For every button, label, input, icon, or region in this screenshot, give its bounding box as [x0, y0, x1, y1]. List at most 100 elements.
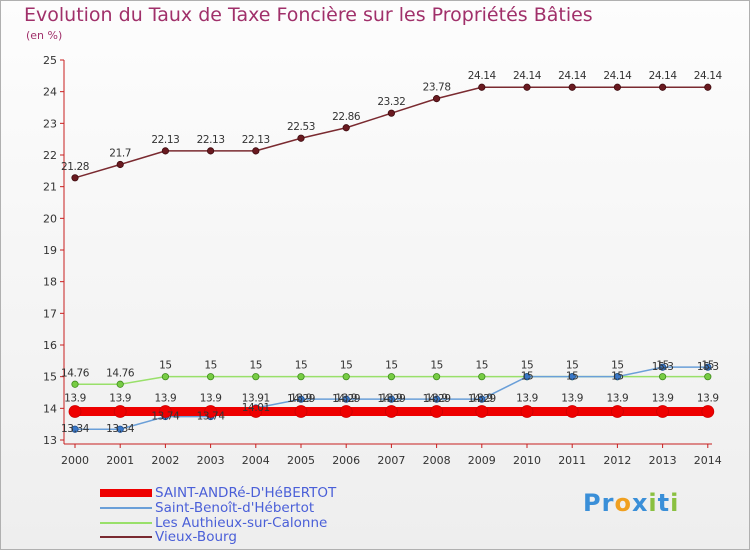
y-tick-label: 20: [43, 212, 57, 225]
data-point-vieux-bourg: [252, 147, 260, 155]
data-label-saint-andre: 13.9: [697, 393, 719, 405]
data-label-saint-andre: 13.91: [242, 393, 270, 405]
data-label-saint-andre: 13.9: [155, 393, 177, 405]
data-point-saint-benoit: [523, 373, 531, 381]
data-point-vieux-bourg: [704, 83, 712, 91]
data-label-les-authieux: 15: [430, 360, 443, 372]
data-label-vieux-bourg: 24.14: [603, 70, 632, 82]
x-tick-label: 2008: [423, 454, 451, 467]
data-point-saint-andre: [68, 405, 82, 418]
chart-unit-label: (en %): [26, 29, 63, 42]
data-point-vieux-bourg: [387, 109, 395, 117]
data-label-vieux-bourg: 22.13: [242, 134, 270, 146]
data-point-vieux-bourg: [297, 134, 305, 142]
data-label-saint-andre: 13.9: [200, 393, 222, 405]
data-label-les-authieux: 14.76: [106, 367, 135, 379]
data-point-vieux-bourg: [71, 174, 79, 182]
data-point-saint-andre: [475, 405, 489, 418]
data-point-les-authieux: [704, 373, 712, 381]
legend-item-saint-benoit: Saint-Benoît-d'Hébertot: [100, 501, 314, 515]
legend-label-vieux-bourg: Vieux-Bourg: [155, 529, 237, 545]
data-point-les-authieux: [342, 373, 350, 381]
data-label-saint-benoit: 13.74: [197, 411, 226, 423]
data-label-les-authieux: 15: [702, 360, 715, 372]
x-tick-label: 2000: [61, 454, 89, 467]
data-label-vieux-bourg: 22.13: [197, 134, 225, 146]
x-tick-label: 2005: [287, 454, 315, 467]
legend-item-vieux-bourg: Vieux-Bourg: [100, 530, 237, 544]
brand-part: o: [614, 489, 632, 517]
data-label-saint-andre: 13.9: [607, 393, 629, 405]
data-point-vieux-bourg: [342, 124, 350, 132]
y-tick-label: 24: [43, 86, 57, 99]
x-tick-label: 2001: [106, 454, 134, 467]
data-label-saint-benoit: 15.3: [697, 361, 719, 373]
data-point-vieux-bourg: [613, 83, 622, 91]
data-labels: 13.9 13.9 13.9 13.9 13.91 13.9 13.9 13.9 13.9 13.…: [61, 70, 723, 435]
data-label-les-authieux: 15: [159, 360, 172, 372]
chart-title: Evolution du Taux de Taxe Foncière sur l…: [24, 4, 593, 26]
data-label-les-authieux: 15: [521, 360, 534, 372]
data-label-les-authieux: 15: [385, 360, 398, 372]
data-label-saint-benoit: 14.29: [468, 393, 496, 405]
data-label-vieux-bourg: 22.13: [151, 134, 179, 146]
data-point-saint-benoit: [568, 373, 576, 381]
data-label-saint-benoit: 14.29: [287, 393, 315, 405]
data-label-vieux-bourg: 21.7: [109, 148, 131, 160]
data-label-les-authieux: 15: [566, 360, 579, 372]
y-tick-label: 25: [43, 54, 57, 67]
data-label-saint-andre: 13.9: [335, 393, 357, 405]
data-point-vieux-bourg: [432, 95, 441, 103]
x-tick-label: 2009: [468, 454, 496, 467]
legend-swatch-saint-andre: [100, 489, 152, 497]
data-label-les-authieux: 15: [611, 360, 624, 372]
data-label-saint-benoit: 14.29: [377, 393, 405, 405]
data-point-saint-benoit: [704, 363, 712, 371]
data-label-les-authieux: 15: [656, 360, 669, 372]
y-tick-label: 18: [43, 276, 57, 289]
data-point-vieux-bourg: [523, 83, 531, 91]
data-label-saint-andre: 13.9: [109, 393, 131, 405]
data-label-saint-benoit: 13.34: [61, 423, 90, 435]
data-point-les-authieux: [387, 373, 395, 381]
data-point-saint-andre: [204, 405, 218, 418]
data-point-les-authieux: [478, 373, 486, 381]
legend-item-les-authieux: Les Authieux-sur-Calonne: [100, 516, 327, 530]
data-point-saint-benoit: [658, 363, 667, 371]
data-label-saint-benoit: 14.01: [242, 402, 270, 414]
data-point-saint-andre: [339, 405, 353, 418]
legend-item-saint-andre: SAINT-ANDRé-D'HéBERTOT: [100, 486, 336, 500]
legend-label-saint-benoit: Saint-Benoît-d'Hébertot: [155, 500, 315, 516]
data-label-saint-andre: 13.9: [426, 393, 448, 405]
data-point-les-authieux: [658, 373, 667, 381]
data-point-saint-benoit: [342, 395, 350, 403]
data-point-saint-andre: [430, 405, 444, 418]
y-tick-label: 22: [43, 149, 57, 162]
y-tick-label: 21: [43, 181, 57, 194]
data-point-saint-benoit: [478, 395, 486, 403]
data-label-saint-andre: 13.9: [64, 393, 86, 405]
data-label-les-authieux: 15: [295, 360, 308, 372]
data-point-vieux-bourg: [658, 83, 667, 91]
x-tick-label: 2002: [151, 454, 179, 467]
data-point-saint-benoit: [387, 395, 395, 403]
data-point-saint-andre: [701, 405, 715, 418]
x-tick-label: 2011: [558, 454, 586, 467]
data-label-saint-andre: 13.9: [516, 393, 538, 405]
data-point-saint-andre: [113, 405, 127, 418]
x-tick-label: 2004: [242, 454, 270, 467]
data-point-saint-andre: [565, 405, 579, 418]
data-label-les-authieux: 14.76: [61, 367, 90, 379]
x-tick-label: 2012: [603, 454, 631, 467]
data-label-les-authieux: 15: [476, 360, 489, 372]
data-point-les-authieux: [432, 373, 441, 381]
data-label-vieux-bourg: 22.86: [332, 111, 361, 123]
data-point-saint-andre: [249, 405, 263, 418]
data-point-saint-benoit: [116, 425, 124, 433]
data-label-saint-benoit: 15: [521, 371, 534, 383]
brand-part: x: [631, 489, 649, 517]
data-point-saint-andre: [611, 405, 624, 418]
data-point-vieux-bourg: [161, 147, 169, 155]
